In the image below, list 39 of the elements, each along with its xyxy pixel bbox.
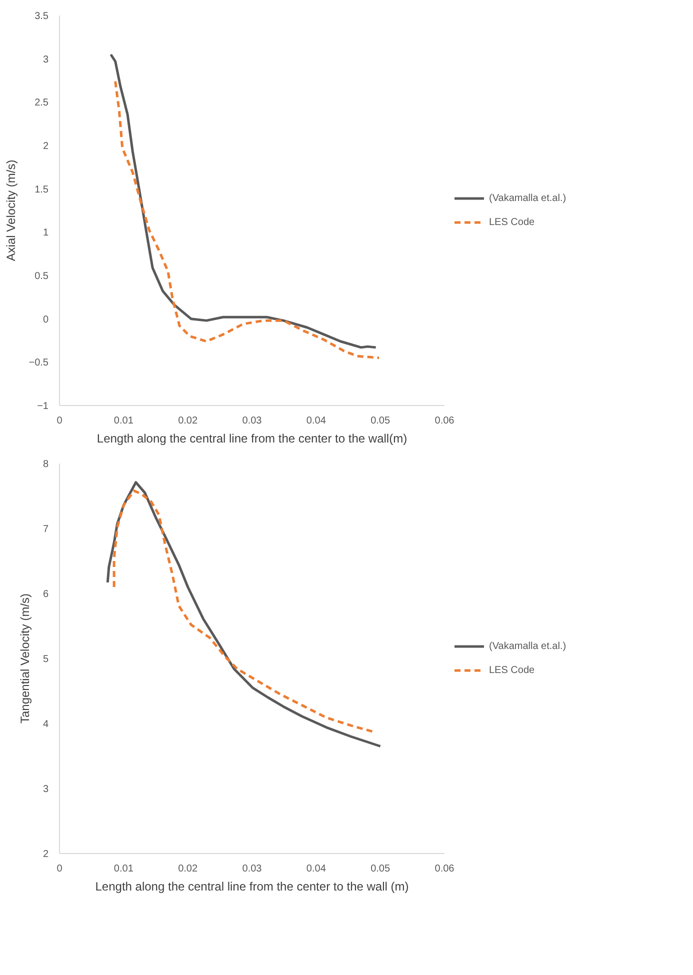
- y-tick-label: 2: [42, 849, 49, 860]
- y-tick-label: −0.5: [28, 358, 49, 369]
- x-tick-label: 0.05: [370, 416, 391, 426]
- x-tick-label: 0.03: [242, 416, 262, 426]
- y-axis-title: Tangential Velocity (m/s): [18, 593, 32, 724]
- x-tick-label: 0: [56, 864, 63, 874]
- y-tick-label: 7: [42, 524, 49, 535]
- y-tick-label: 0: [42, 314, 49, 326]
- y-tick-label: 5: [42, 654, 49, 665]
- y-tick-label: 6: [42, 589, 49, 600]
- y-tick-label: 2.5: [34, 98, 49, 109]
- x-tick-label: 0.02: [178, 416, 198, 426]
- y-tick-label: 1.5: [34, 184, 49, 196]
- x-axis-title: Length along the central line from the center to the wall(m): [96, 432, 408, 446]
- x-tick-label: 0.04: [306, 864, 326, 874]
- legend-label: LES Code: [489, 664, 535, 676]
- y-tick-label: 1: [42, 228, 49, 239]
- x-tick-label: 0: [56, 416, 63, 426]
- y-tick-label: 2: [42, 141, 49, 152]
- x-tick-label: 0.01: [114, 864, 134, 874]
- x-tick-label: 0.02: [178, 864, 198, 874]
- legend-label: (Vakamalla et.al.): [489, 640, 566, 652]
- y-tick-label: −1: [37, 401, 49, 412]
- x-tick-label: 0.06: [434, 416, 455, 426]
- x-axis-title: Length along the central line from the center to the wall (m): [95, 880, 409, 894]
- legend-label: (Vakamalla et.al.): [489, 192, 566, 204]
- y-tick-label: 3: [42, 784, 49, 795]
- y-axis-title: Axial Velocity (m/s): [4, 160, 18, 262]
- x-tick-label: 0.05: [370, 864, 391, 874]
- y-tick-label: 4: [42, 719, 49, 730]
- y-tick-label: 3.5: [34, 11, 49, 22]
- y-tick-label: 3: [42, 54, 49, 66]
- x-tick-label: 0.06: [434, 864, 455, 874]
- x-tick-label: 0.03: [242, 864, 262, 874]
- y-tick-label: 8: [42, 459, 49, 470]
- x-tick-label: 0.04: [306, 416, 326, 426]
- legend-label: LES Code: [489, 216, 535, 228]
- y-tick-label: 0.5: [34, 271, 49, 282]
- x-tick-label: 0.01: [114, 416, 134, 426]
